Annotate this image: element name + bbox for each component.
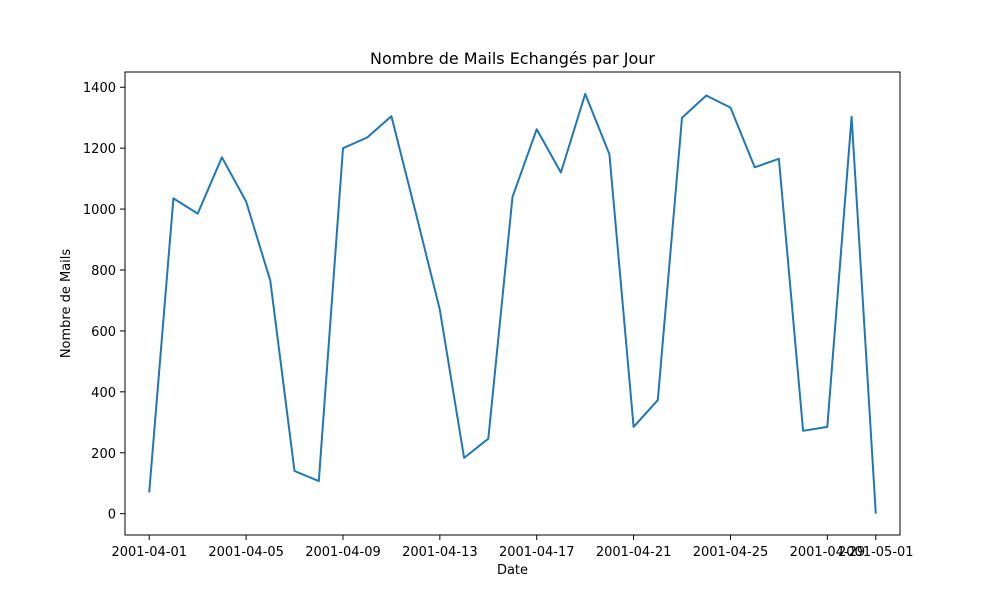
y-tick-label: 0 <box>108 508 116 523</box>
x-axis: 2001-04-01 2001-04-05 2001-04-09 2001-04-13… <box>111 535 914 560</box>
plot-area <box>124 71 901 536</box>
y-tick-label: 200 <box>91 447 116 462</box>
x-tick-label: 2001-04-09 <box>305 545 381 560</box>
series-line <box>148 92 877 514</box>
y-tick-label: 600 <box>91 325 116 340</box>
x-tick-label: 2001-04-21 <box>596 545 672 560</box>
x-tick-label: 2001-04-25 <box>693 545 769 560</box>
y-tick-label: 1000 <box>83 203 116 218</box>
x-tick-label: 2001-04-17 <box>499 545 575 560</box>
y-tick-label: 400 <box>91 386 116 401</box>
x-tick-label: 2001-05-01 <box>838 545 914 560</box>
x-axis-label: Date <box>497 563 528 578</box>
y-tick-label: 1400 <box>83 81 116 96</box>
x-tick-label: 2001-04-13 <box>402 545 478 560</box>
y-tick-label: 800 <box>91 264 116 279</box>
chart-title: Nombre de Mails Echangés par Jour <box>370 49 655 68</box>
x-tick-label: 2001-04-29 <box>790 545 866 560</box>
y-axis: 0 200 400 600 800 1000 1200 1400 <box>83 81 125 523</box>
y-tick-label: 1200 <box>83 142 116 157</box>
x-tick-label: 2001-04-01 <box>111 545 187 560</box>
y-axis-label: Nombre de Mails <box>59 249 74 359</box>
x-tick-label: 2001-04-05 <box>208 545 284 560</box>
